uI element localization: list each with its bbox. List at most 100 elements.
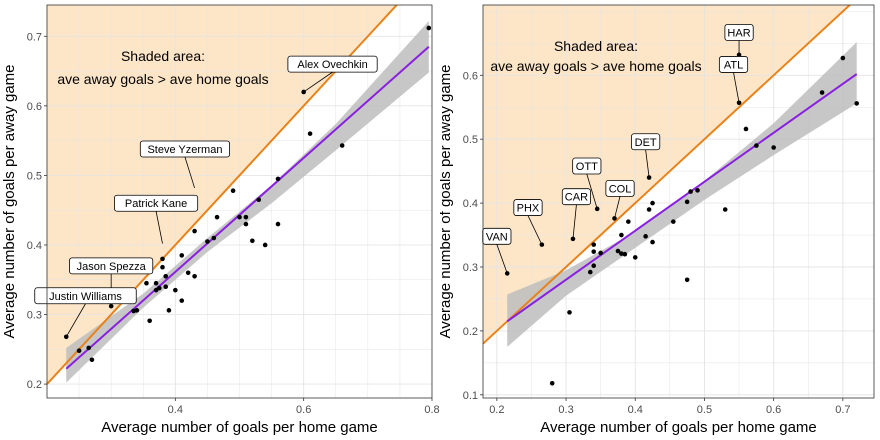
label-box (69, 257, 154, 275)
data-point (230, 188, 236, 194)
y-tick-label: 0.4 (27, 240, 42, 252)
point-label: OTT (576, 161, 598, 173)
data-point (89, 357, 95, 363)
data-point (156, 285, 162, 291)
data-point (771, 145, 776, 150)
data-point (86, 345, 92, 351)
label-box (287, 55, 378, 73)
y-tick-label: 0.2 (27, 379, 42, 391)
data-point (192, 228, 197, 234)
fit-line (65, 45, 430, 370)
y-tick-label: 0.6 (463, 70, 478, 82)
data-point (695, 188, 700, 193)
label-box (631, 133, 661, 151)
data-point (147, 318, 152, 324)
point-label: CAR (565, 192, 588, 204)
label-leader (527, 215, 543, 245)
data-point (688, 189, 693, 194)
data-point (192, 273, 197, 279)
data-point (819, 90, 825, 95)
x-tick-label: 0.4 (628, 404, 643, 416)
x-tick-label: 0.2 (489, 404, 504, 416)
data-point (591, 242, 597, 247)
point-label: Jason Spezza (77, 261, 147, 273)
data-point (160, 264, 165, 270)
data-point (591, 249, 597, 254)
chart-right: Shaded area: ave away goals > ave home go… (440, 4, 875, 436)
shaded-region (483, 5, 874, 344)
point-label: DET (635, 137, 657, 149)
point-label: Alex Ovechkin (297, 59, 367, 71)
data-point (615, 248, 621, 254)
point-label: COL (609, 183, 632, 195)
label-box (572, 157, 602, 175)
data-point (243, 214, 249, 220)
data-point (426, 25, 432, 31)
x-tick-label: 0.5 (697, 404, 712, 416)
label-leader (733, 72, 740, 103)
data-point (256, 197, 262, 203)
plot-area (483, 5, 874, 398)
label-leader (303, 71, 333, 93)
label-leader (645, 149, 650, 178)
data-point (504, 271, 510, 276)
x-tick-label: 0.4 (168, 404, 183, 416)
data-point (684, 199, 690, 205)
y-tick-label: 0.7 (27, 31, 42, 43)
confidence-band (507, 42, 857, 347)
x-tick-label: 0.3 (558, 404, 573, 416)
y-tick-label: 0.3 (463, 262, 478, 274)
data-point (237, 214, 242, 220)
shade-note-line2: ave away goals > ave home goals (57, 71, 268, 87)
label-box (513, 199, 543, 216)
y-tick-label: 0.6 (27, 101, 42, 113)
data-point (214, 214, 220, 220)
reference-line (483, 5, 852, 345)
y-tick-label: 0.3 (27, 310, 42, 322)
data-point (211, 235, 217, 241)
fit-line (506, 73, 858, 323)
shade-note-line2: ave away goals > ave home goals (490, 58, 701, 74)
label-box (724, 24, 754, 41)
x-tick-label: 0.6 (296, 404, 311, 416)
label-leader (496, 244, 508, 274)
data-point (591, 263, 597, 269)
shade-note-line1: Shaded area: (121, 48, 205, 64)
reference-line (47, 5, 399, 385)
data-point (275, 221, 281, 227)
label-box (561, 188, 591, 206)
data-point (619, 251, 624, 256)
label-box (139, 140, 231, 158)
data-point (612, 216, 617, 221)
label-leader (586, 173, 598, 209)
data-point (650, 239, 655, 245)
data-point (185, 270, 191, 276)
data-point (622, 251, 628, 257)
data-point (722, 207, 728, 212)
point-label: VAN (486, 231, 508, 243)
data-point (307, 131, 313, 136)
data-point (626, 219, 631, 224)
label-box (718, 56, 749, 73)
y-tick-label: 0.5 (27, 170, 42, 182)
point-label: Justin Williams (49, 291, 122, 303)
data-point (743, 126, 749, 132)
point-label: HAR (727, 27, 750, 39)
data-point (840, 55, 846, 61)
data-point (594, 206, 600, 212)
label-box (34, 287, 137, 305)
data-point (671, 219, 676, 224)
label-leader (572, 204, 577, 239)
data-point (173, 287, 178, 293)
shade-note-line1: Shaded area: (554, 38, 638, 54)
data-point (179, 298, 185, 303)
chart-left: Shaded area: ave away goals > ave home go… (1, 4, 440, 436)
x-tick-label: 0.6 (766, 404, 781, 416)
data-point (160, 256, 165, 262)
data-point (650, 200, 655, 206)
data-point (587, 269, 593, 275)
data-point (643, 234, 648, 239)
label-leader (155, 211, 163, 244)
data-point (134, 308, 140, 313)
